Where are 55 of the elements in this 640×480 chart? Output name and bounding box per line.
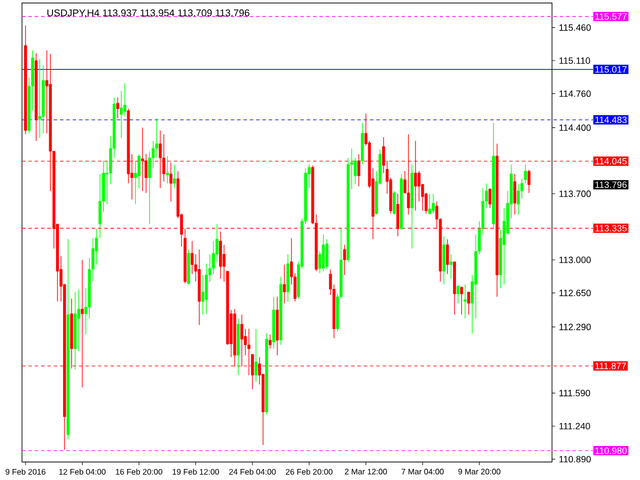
y-tick-label: 113.700 [559, 190, 591, 198]
y-tick-label: 115.460 [559, 24, 591, 31]
ref-line-label: 115.577 [595, 13, 627, 20]
y-tick-label: 115.110 [559, 57, 590, 64]
candlestick [446, 238, 449, 274]
candlestick [268, 334, 272, 350]
x-tick-label: 9 Feb 2016 [6, 468, 46, 475]
candlestick [488, 188, 492, 208]
y-tick-label: 110.890 [559, 456, 591, 462]
y-tick-label: 112.650 [559, 290, 591, 296]
candlestick [325, 238, 328, 270]
candlestick [460, 286, 464, 316]
y-tick-label: 114.400 [559, 124, 591, 131]
x-tick-label: 26 Feb 20:00 [286, 468, 332, 475]
x-tick-label: 12 Feb 04:00 [59, 468, 106, 475]
y-tick-label: 114.760 [559, 90, 591, 97]
text: 113.796 [595, 181, 627, 188]
x-tick-label: 19 Feb 12:00 [172, 468, 220, 475]
candlestick [38, 58, 42, 138]
x-tick-label: 9 Mar 20:00 [458, 468, 500, 474]
candlestick [123, 82, 126, 117]
ref-line-label: 114.483 [595, 116, 627, 124]
x-tick-label: 16 Feb 20:00 [116, 468, 162, 475]
candlestick [148, 150, 152, 224]
candlestick [528, 169, 530, 194]
y-tick-label: 112.290 [559, 324, 591, 330]
ref-line-label: 115.017 [595, 66, 627, 73]
y-tick-label: 111.590 [559, 390, 590, 396]
y-tick-label: 113.000 [559, 256, 591, 264]
candlestick [392, 190, 396, 215]
candlestick [343, 244, 346, 276]
ref-line-label: 111.877 [595, 362, 626, 370]
ref-line-label: 110.980 [595, 447, 627, 454]
candlestick [116, 97, 120, 119]
candlestick [418, 170, 421, 202]
x-tick-label: 7 Mar 04:00 [402, 468, 444, 474]
x-tick-label: 24 Feb 04:00 [229, 468, 276, 475]
candlestick [172, 164, 176, 188]
candlestick [254, 328, 258, 382]
candlestick [190, 240, 194, 274]
ref-line-label: 113.335 [595, 225, 627, 232]
candlestick [467, 292, 470, 316]
candlestick [166, 156, 169, 184]
candlestick [282, 264, 286, 304]
candlestick [432, 193, 435, 214]
ref-line-label: 114.045 [595, 158, 627, 164]
y-tick-label: 111.240 [559, 422, 590, 430]
candlestick [513, 174, 516, 215]
text: USDJPY,H4 113.937 113.954 113.709 113.796 [47, 9, 250, 18]
candlestick [450, 254, 452, 280]
candlestick [428, 193, 432, 215]
candlestick [322, 234, 325, 272]
candlestick [464, 284, 467, 319]
x-tick-label: 2 Mar 12:00 [344, 468, 387, 474]
candlestick [456, 284, 460, 304]
